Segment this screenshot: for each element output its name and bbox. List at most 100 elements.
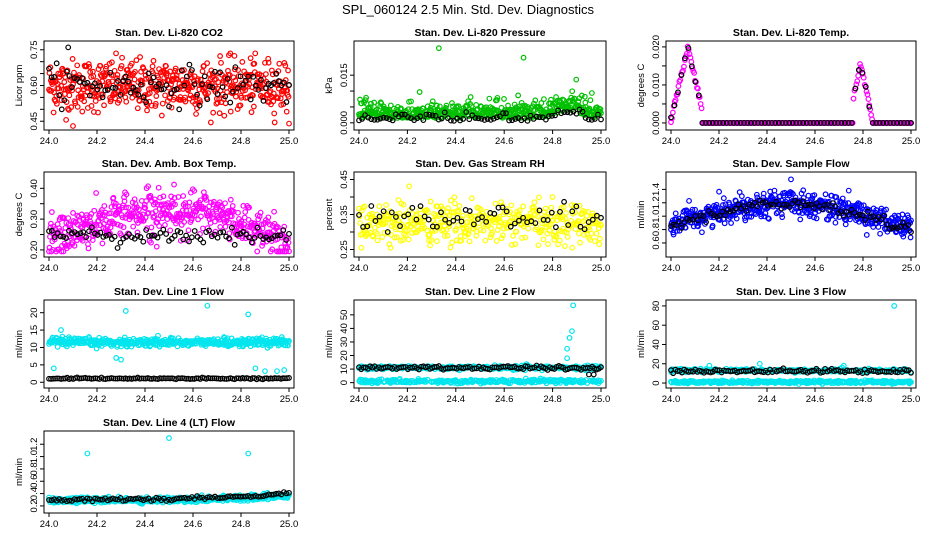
data-point (487, 116, 494, 123)
outlier-point (569, 328, 575, 335)
data-point (151, 213, 158, 220)
data-point (887, 120, 894, 126)
data-point (194, 91, 200, 98)
data-point (387, 244, 394, 251)
data-point (367, 104, 374, 111)
outlier-point (122, 308, 129, 314)
data-point (101, 102, 107, 109)
data-point (686, 51, 693, 58)
data-point (671, 102, 678, 109)
data-point (248, 109, 255, 116)
data-point (796, 120, 803, 126)
data-point (762, 120, 768, 126)
data-point (274, 232, 281, 239)
panel-1-series-all (46, 50, 292, 129)
data-point (821, 120, 827, 126)
panel-9-ytick-label: 0 (651, 380, 662, 385)
data-point (265, 55, 272, 62)
data-point (728, 220, 735, 226)
data-point (596, 241, 603, 248)
panel-8-ytick-label: 40 (339, 323, 350, 334)
data-point (691, 70, 698, 76)
panel-3: Stan. Dev. Li-820 Temp.24.0 24.2 24.4 24.6 2… (636, 27, 920, 147)
data-point (481, 117, 488, 123)
data-point (227, 50, 234, 57)
data-point (869, 120, 876, 126)
data-point (443, 226, 450, 233)
data-point (282, 62, 289, 69)
data-point (239, 59, 246, 65)
data-point (365, 114, 372, 121)
data-point (240, 81, 246, 88)
data-point (555, 107, 562, 114)
data-point (79, 75, 86, 81)
data-point (120, 224, 127, 231)
panel-8-xtick-label: 24.8 (543, 394, 562, 405)
data-point (163, 63, 169, 70)
data-point (195, 216, 201, 223)
data-point (134, 232, 141, 239)
data-point (117, 65, 124, 72)
data-point (78, 93, 85, 100)
data-point (154, 234, 161, 241)
data-point (842, 120, 848, 126)
data-point (456, 203, 463, 209)
data-point (60, 248, 67, 255)
data-point (873, 120, 880, 126)
outlier-point (566, 334, 573, 341)
outlier-point (274, 368, 280, 375)
data-point (145, 70, 152, 77)
data-point (531, 199, 538, 206)
data-point (672, 97, 679, 104)
data-point (79, 237, 86, 244)
data-point (457, 233, 464, 239)
data-point (130, 223, 137, 230)
data-point (242, 77, 249, 84)
data-point (174, 228, 181, 234)
data-point (589, 90, 595, 96)
data-point (692, 78, 699, 85)
data-point (775, 120, 782, 126)
data-point (144, 107, 150, 114)
data-point (285, 93, 292, 100)
data-point (222, 223, 229, 230)
data-point (150, 74, 157, 81)
data-point (440, 226, 447, 233)
data-point (100, 233, 107, 240)
data-point (58, 82, 64, 89)
data-point (428, 237, 435, 243)
data-point (423, 111, 430, 118)
data-point (122, 73, 129, 80)
outlier-point (564, 355, 571, 362)
data-point (153, 93, 160, 99)
data-point (561, 243, 568, 249)
data-point (251, 234, 258, 241)
data-point (723, 120, 730, 126)
data-point (524, 117, 531, 124)
data-point (395, 197, 402, 203)
data-point (168, 235, 175, 242)
data-point (561, 109, 568, 116)
data-point (104, 87, 111, 93)
data-point (669, 109, 676, 116)
data-point (62, 225, 69, 231)
data-point (54, 343, 61, 350)
data-point (148, 79, 155, 86)
data-point (237, 73, 244, 80)
data-point (229, 88, 236, 95)
outlier-point (113, 355, 120, 361)
data-point (549, 194, 556, 200)
data-point (159, 100, 166, 107)
data-point (581, 93, 588, 100)
data-point (158, 112, 165, 119)
panel-4-xtick-label: 24.8 (232, 263, 251, 274)
data-point (112, 85, 119, 91)
panel-2-ytick-label: 0.015 (339, 63, 350, 87)
panel-9-ytick-label: 80 (651, 301, 662, 312)
data-point (466, 116, 473, 123)
data-point (277, 232, 284, 239)
data-point (855, 72, 862, 79)
data-point (171, 232, 178, 239)
data-point (894, 120, 900, 126)
data-point (598, 116, 604, 123)
